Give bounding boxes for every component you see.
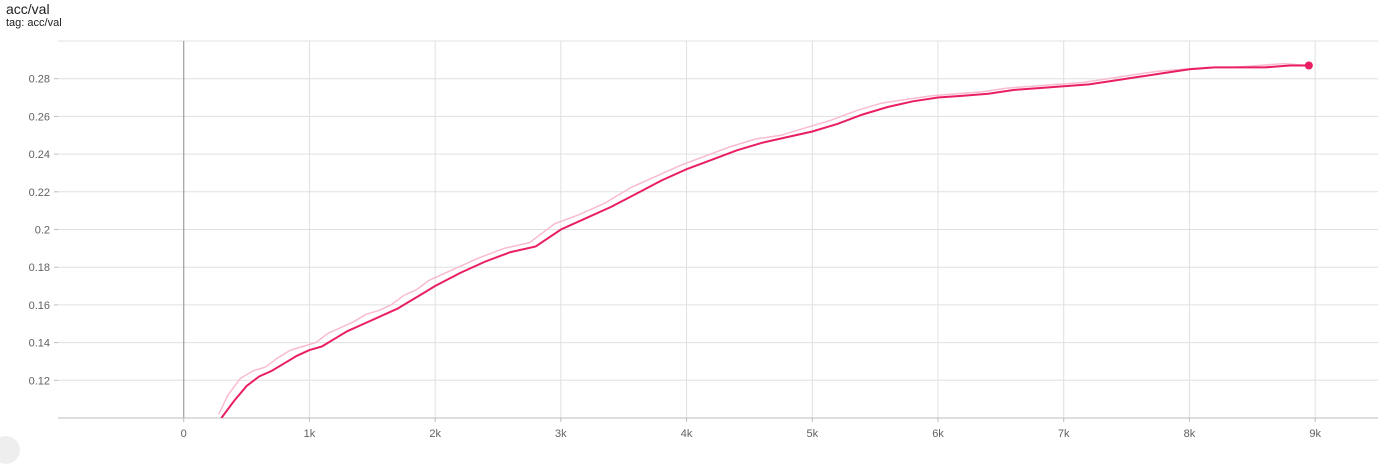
y-tick-label: 0.18	[29, 262, 50, 274]
series-end-point[interactable]	[1304, 61, 1313, 70]
y-tick-label: 0.24	[29, 149, 50, 161]
x-tick-label: 3k	[555, 428, 567, 440]
chart-tag: tag: acc/val	[6, 17, 62, 29]
y-tick-label: 0.28	[29, 74, 50, 86]
series-raw-line	[218, 62, 1309, 415]
x-tick-label: 8k	[1184, 428, 1196, 440]
y-tick-label: 0.22	[29, 187, 50, 199]
y-tick-label: 0.26	[29, 111, 50, 123]
x-tick-label: 6k	[932, 428, 944, 440]
chart-title: acc/val	[6, 1, 50, 17]
y-tick-label: 0.12	[29, 375, 50, 387]
chart-header: acc/val tag: acc/val	[6, 1, 62, 30]
line-chart[interactable]: 0.12 0.14 0.16 0.18 0.2 0.22 0.24 0.26 0.28 0 1k 2k…	[0, 0, 1378, 446]
y-tick-label: 0.14	[29, 338, 50, 350]
x-tick-label: 4k	[681, 428, 693, 440]
y-tick-label: 0.2	[35, 225, 50, 237]
x-tick-label: 9k	[1309, 428, 1321, 440]
x-tick-label: 2k	[429, 428, 441, 440]
x-tick-label: 5k	[806, 428, 818, 440]
x-tick-label: 1k	[304, 428, 316, 440]
x-tick-label: 0	[181, 428, 187, 440]
y-tick-label: 0.16	[29, 300, 50, 312]
series-smoothed-line	[220, 64, 1309, 418]
x-tick-label: 7k	[1058, 428, 1070, 440]
